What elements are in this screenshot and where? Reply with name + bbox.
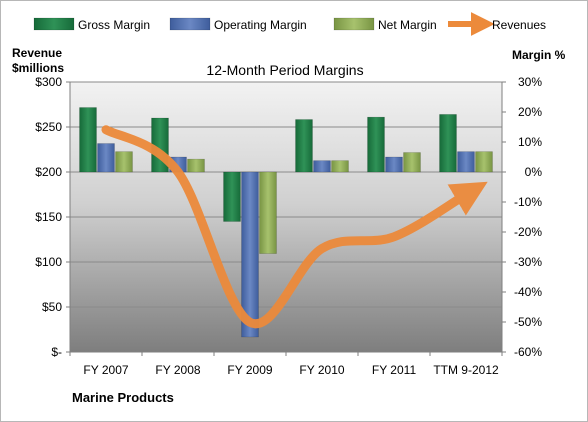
left-axis-label-line2: $millions	[12, 61, 64, 75]
right-tick-label: -50%	[514, 315, 542, 329]
left-tick-label: $-	[51, 345, 62, 359]
right-tick-label: 30%	[518, 75, 542, 89]
right-tick-label: -20%	[514, 225, 542, 239]
bar-gross-margin	[79, 107, 97, 173]
right-tick-label: -40%	[514, 285, 542, 299]
x-tick-label: FY 2007	[83, 363, 128, 377]
bar-operating-margin	[385, 156, 403, 173]
legend-label: Net Margin	[378, 18, 437, 32]
left-axis-label-line1: Revenue	[12, 46, 62, 60]
bar-net-margin	[259, 171, 277, 254]
x-tick-label: FY 2010	[299, 363, 344, 377]
legend-label: Gross Margin	[78, 18, 150, 32]
bars	[79, 107, 493, 338]
bar-net-margin	[403, 152, 421, 173]
left-tick-label: $150	[35, 210, 62, 224]
bar-gross-margin	[295, 119, 313, 173]
x-tick-label: FY 2008	[155, 363, 200, 377]
right-tick-label: 10%	[518, 135, 542, 149]
axes: $- $50 $100 $150 $200 $250 $300 -60% -50% -40% -30…	[35, 75, 542, 377]
left-tick-label: $250	[35, 120, 62, 134]
bar-operating-margin	[97, 143, 115, 173]
legend-swatch-operating-margin	[169, 17, 211, 31]
chart-title: 12-Month Period Margins	[206, 62, 363, 78]
revenue-line-path	[101, 125, 488, 329]
bar-gross-margin	[223, 171, 241, 222]
right-tick-label: 20%	[518, 105, 542, 119]
legend-label: Operating Margin	[214, 18, 307, 32]
bar-gross-margin	[439, 114, 457, 173]
legend: Gross Margin Operating Margin Net Margin Re…	[33, 12, 546, 36]
right-tick-label: 0%	[525, 165, 543, 179]
x-tick-label: FY 2009	[227, 363, 272, 377]
bar-operating-margin	[313, 160, 331, 173]
company-label: Marine Products	[72, 390, 174, 405]
bar-net-margin	[187, 158, 205, 173]
bar-net-margin	[115, 151, 133, 173]
left-tick-label: $300	[35, 75, 62, 89]
right-tick-label: -10%	[514, 195, 542, 209]
left-tick-label: $50	[42, 300, 62, 314]
bar-operating-margin	[457, 151, 475, 173]
x-tick-label: TTM 9-2012	[433, 363, 499, 377]
left-tick-label: $100	[35, 255, 62, 269]
right-axis-label: Margin %	[512, 48, 566, 62]
x-tick-label: FY 2011	[372, 363, 417, 377]
legend-label: Revenues	[492, 18, 546, 32]
right-tick-label: -60%	[514, 345, 542, 359]
bar-gross-margin	[367, 116, 385, 173]
bar-net-margin	[475, 151, 493, 173]
legend-swatch-net-margin	[333, 17, 375, 31]
revenue-line	[101, 125, 488, 329]
bar-net-margin	[331, 160, 349, 173]
bar-operating-margin	[241, 171, 259, 338]
right-tick-label: -30%	[514, 255, 542, 269]
left-tick-label: $200	[35, 165, 62, 179]
legend-swatch-gross-margin	[33, 17, 75, 31]
